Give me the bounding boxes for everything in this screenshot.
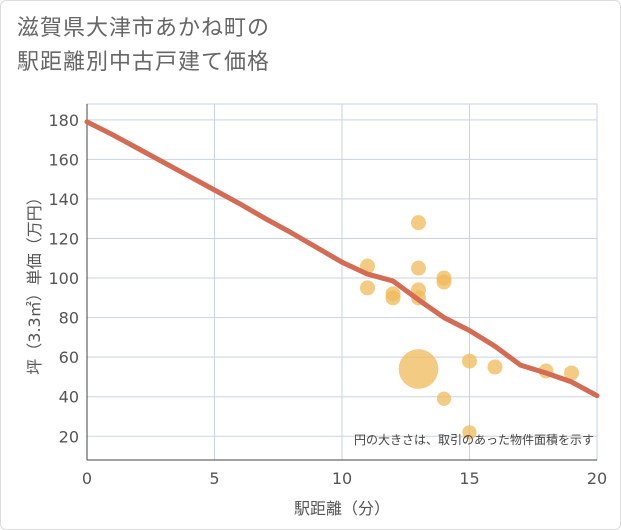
data-point xyxy=(411,260,426,276)
chart-title-line-2: 駅距離別中古戸建て価格 xyxy=(17,50,271,75)
data-point xyxy=(436,391,452,406)
data-point xyxy=(564,365,579,381)
trend-line xyxy=(84,119,600,399)
chart-title-line-1: 滋賀県大津市あかね町の xyxy=(17,16,271,41)
data-point xyxy=(462,353,477,369)
y-tick-label: 20 xyxy=(59,427,79,446)
x-axis-title: 駅距離（分） xyxy=(294,499,390,518)
y-tick-label: 80 xyxy=(59,309,79,328)
data-point xyxy=(398,349,439,389)
size-note: 円の大きさは、取引のあった物件面積を示す xyxy=(354,432,594,447)
x-tick-label: 10 xyxy=(332,469,352,488)
x-tick-label: 15 xyxy=(459,469,479,488)
data-point xyxy=(462,425,477,440)
x-tick-label: 5 xyxy=(209,469,219,488)
data-point xyxy=(360,280,375,296)
data-point xyxy=(385,290,401,306)
chart-title: 滋賀県大津市あかね町の 駅距離別中古戸建て価格 xyxy=(17,12,270,80)
y-tick-label: 180 xyxy=(48,111,79,130)
y-tick-label: 160 xyxy=(48,150,79,169)
data-point xyxy=(436,274,452,290)
y-tick-label: 140 xyxy=(48,190,79,209)
y-tick-label: 100 xyxy=(48,269,79,288)
y-tick-label: 60 xyxy=(59,348,79,367)
data-point xyxy=(487,359,503,375)
x-tick-label: 20 xyxy=(587,469,607,488)
y-tick-label: 120 xyxy=(48,229,79,248)
y-axis-title: 坪（3.3㎡）単価（万円） xyxy=(25,189,44,374)
x-tick-label: 0 xyxy=(82,469,92,488)
y-tick-label: 40 xyxy=(59,388,79,407)
data-point xyxy=(411,215,426,231)
